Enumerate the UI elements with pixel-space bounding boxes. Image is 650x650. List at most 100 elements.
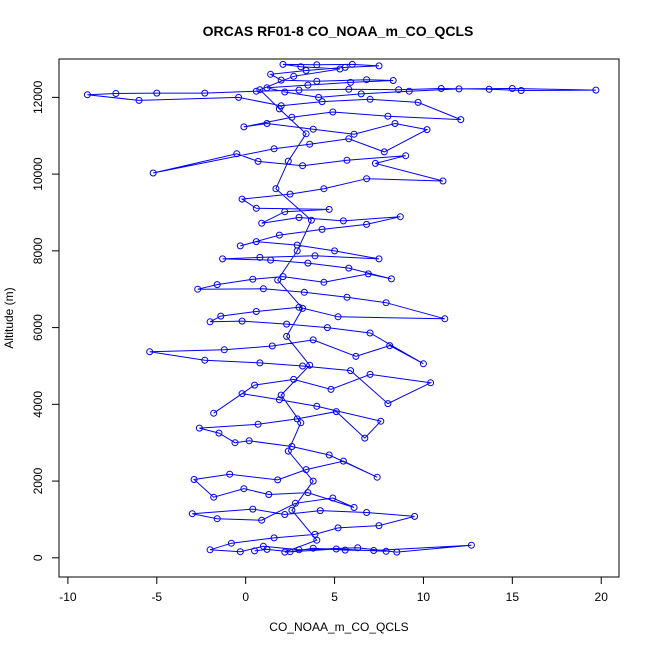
data-point bbox=[309, 125, 317, 133]
data-point bbox=[382, 547, 390, 555]
data-point bbox=[256, 86, 264, 94]
data-point bbox=[439, 177, 447, 185]
data-point bbox=[377, 417, 385, 425]
data-point bbox=[263, 120, 271, 127]
y-tick-label: 6000 bbox=[31, 314, 45, 341]
data-point bbox=[206, 318, 214, 326]
data-point bbox=[263, 84, 271, 92]
data-point bbox=[206, 546, 214, 554]
data-point bbox=[288, 113, 296, 121]
data-point bbox=[313, 402, 321, 410]
data-point bbox=[256, 253, 264, 261]
data-point bbox=[348, 60, 356, 68]
data-point bbox=[391, 120, 399, 127]
data-point bbox=[290, 375, 298, 383]
data-point bbox=[240, 123, 248, 131]
data-point bbox=[313, 61, 321, 69]
data-point bbox=[283, 320, 291, 328]
data-point bbox=[371, 159, 379, 167]
x-tick-label: 0 bbox=[242, 590, 249, 604]
data-point bbox=[299, 162, 307, 170]
y-tick-label: 12000 bbox=[31, 80, 45, 114]
data-point bbox=[315, 93, 323, 101]
data-point bbox=[210, 493, 218, 501]
data-point bbox=[307, 216, 315, 224]
data-point bbox=[238, 317, 246, 325]
plot-frame bbox=[58, 58, 620, 578]
data-point bbox=[217, 312, 225, 320]
data-point bbox=[299, 304, 307, 312]
data-point bbox=[190, 476, 198, 483]
data-point bbox=[339, 217, 347, 225]
data-point bbox=[274, 476, 282, 484]
data-point bbox=[297, 419, 305, 427]
data-point bbox=[345, 135, 353, 143]
data-point bbox=[235, 93, 243, 101]
x-axis: -10 -5 0 5 10 15 20 bbox=[59, 576, 608, 604]
data-point bbox=[219, 255, 227, 263]
data-point bbox=[318, 98, 326, 106]
data-point bbox=[327, 385, 335, 393]
data-point bbox=[227, 539, 235, 547]
data-point bbox=[363, 175, 371, 183]
data-point bbox=[112, 90, 120, 97]
data-point bbox=[195, 424, 203, 432]
data-point bbox=[517, 87, 525, 94]
data-point bbox=[309, 477, 317, 485]
data-point bbox=[231, 439, 239, 447]
data-point bbox=[233, 150, 241, 158]
data-point bbox=[291, 499, 299, 507]
data-point bbox=[213, 281, 221, 289]
data-point bbox=[313, 536, 321, 544]
data-point bbox=[267, 70, 275, 78]
data-point bbox=[457, 116, 465, 124]
data-point bbox=[188, 510, 196, 518]
data-point bbox=[387, 275, 395, 283]
x-tick-label: 5 bbox=[331, 590, 338, 604]
data-point bbox=[295, 303, 303, 311]
data-point bbox=[277, 391, 285, 399]
data-point bbox=[251, 547, 259, 555]
data-point bbox=[210, 409, 218, 417]
data-point bbox=[334, 524, 342, 532]
data-point bbox=[331, 247, 339, 255]
data-point bbox=[366, 370, 374, 378]
data-point bbox=[249, 275, 257, 283]
data-point bbox=[345, 264, 353, 272]
data-point bbox=[419, 360, 427, 368]
data-point bbox=[313, 77, 321, 85]
data-point bbox=[306, 361, 314, 369]
data-point bbox=[213, 515, 221, 523]
data-point bbox=[259, 542, 267, 550]
data-point bbox=[363, 220, 371, 228]
data-point bbox=[363, 509, 371, 516]
data-point bbox=[236, 242, 244, 250]
data-point bbox=[332, 408, 340, 416]
data-point bbox=[334, 313, 342, 321]
data-point bbox=[437, 85, 445, 92]
data-point bbox=[275, 231, 283, 239]
data-point bbox=[347, 78, 355, 86]
data-point bbox=[268, 342, 276, 350]
data-point bbox=[485, 85, 493, 93]
y-axis: 0 2000 4000 6000 8000 10000 12000 bbox=[31, 80, 60, 561]
data-point bbox=[83, 91, 91, 99]
data-point bbox=[283, 332, 291, 340]
data-point bbox=[286, 190, 294, 198]
data-point bbox=[384, 112, 392, 120]
data-point bbox=[295, 546, 303, 554]
x-tick-label: 15 bbox=[506, 590, 520, 604]
data-point bbox=[274, 276, 282, 284]
data-point bbox=[384, 400, 392, 408]
data-point bbox=[375, 62, 383, 70]
x-tick-label: -5 bbox=[151, 590, 162, 604]
data-point bbox=[249, 505, 257, 513]
data-point bbox=[194, 285, 202, 293]
data-point bbox=[267, 256, 275, 264]
data-point bbox=[350, 130, 358, 138]
data-point bbox=[238, 390, 246, 398]
data-point bbox=[373, 473, 381, 481]
data-point bbox=[304, 81, 312, 89]
data-point bbox=[256, 359, 264, 367]
